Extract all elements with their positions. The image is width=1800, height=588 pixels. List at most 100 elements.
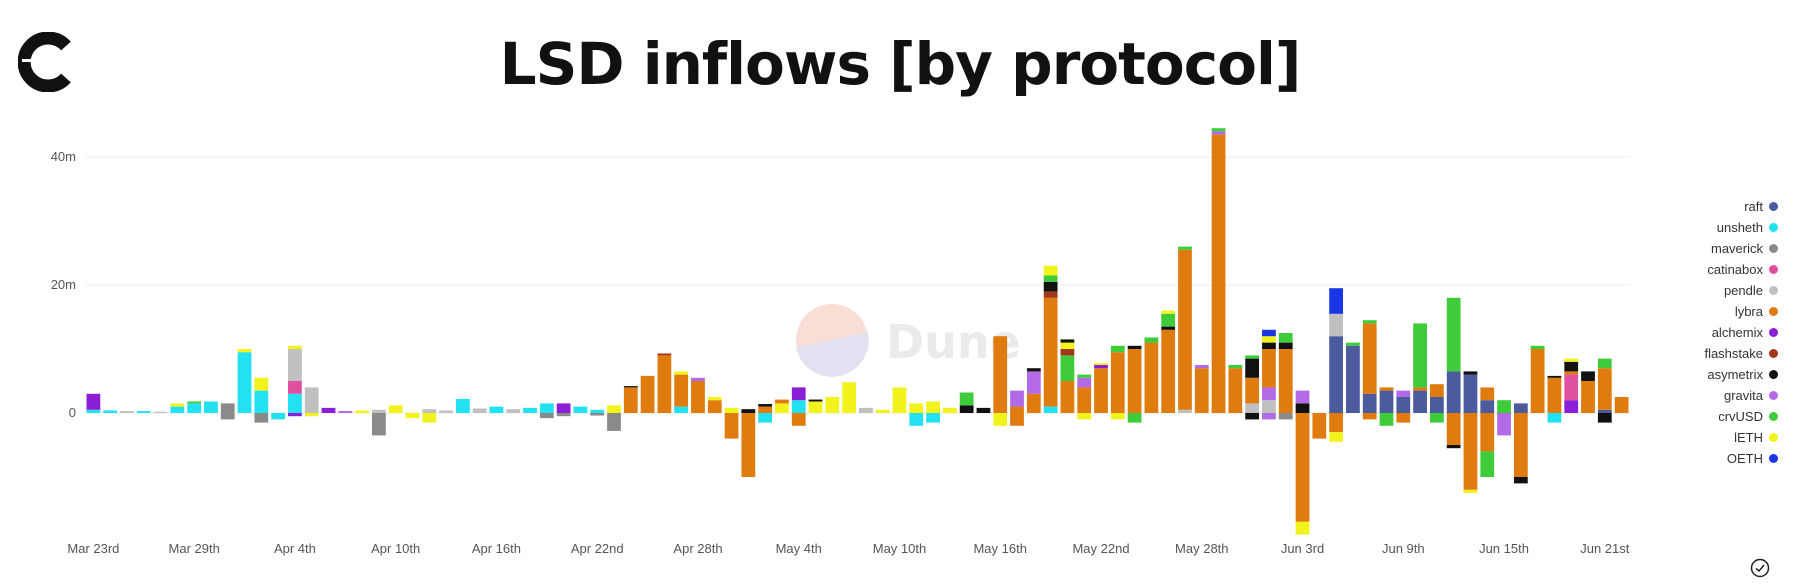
bar-segment-lETH[interactable]: [170, 403, 185, 407]
bar-stack[interactable]: [539, 403, 554, 419]
bar-segment-lETH[interactable]: [707, 397, 722, 401]
bar-segment-lybra[interactable]: [1429, 384, 1444, 397]
bar-segment-maverick[interactable]: [539, 413, 554, 419]
legend-item[interactable]: unsheth: [1578, 217, 1778, 238]
bar-stack[interactable]: [1211, 128, 1226, 413]
bar-segment-crvUSD[interactable]: [959, 392, 974, 406]
bar-stack[interactable]: [1010, 390, 1024, 426]
bar-segment-lETH[interactable]: [808, 401, 823, 413]
bar-segment-unsheth[interactable]: [489, 406, 504, 413]
bar-stack[interactable]: [187, 401, 202, 413]
legend-item[interactable]: crvUSD: [1578, 406, 1778, 427]
bar-stack[interactable]: [1497, 400, 1511, 436]
bar-segment-raft[interactable]: [1480, 400, 1495, 413]
legend-item[interactable]: OETH: [1578, 448, 1778, 469]
bar-stack[interactable]: [86, 393, 101, 413]
bar-segment-lybra[interactable]: [1077, 387, 1092, 413]
bar-segment-lybra[interactable]: [1530, 349, 1545, 413]
bar-segment-asymetrix[interactable]: [758, 404, 773, 407]
bar-segment-lETH[interactable]: [1262, 336, 1276, 343]
bar-segment-gravita[interactable]: [1077, 377, 1092, 388]
bar-stack[interactable]: [590, 409, 605, 416]
bar-segment-lybra[interactable]: [1010, 406, 1024, 413]
bar-segment-lybra[interactable]: [1228, 368, 1243, 413]
bar-segment-maverick[interactable]: [590, 413, 605, 416]
bar-stack[interactable]: [288, 345, 302, 417]
bar-segment-lybra[interactable]: [1194, 368, 1209, 413]
bar-segment-lybra[interactable]: [640, 375, 655, 413]
bar-segment-lybra[interactable]: [623, 387, 638, 413]
bar-segment-pendle[interactable]: [372, 409, 386, 413]
bar-segment-unsheth[interactable]: [254, 390, 269, 413]
bar-segment-alchemix[interactable]: [791, 387, 806, 401]
bar-segment-lETH[interactable]: [892, 387, 907, 413]
bar-segment-maverick[interactable]: [254, 413, 269, 423]
bar-segment-lETH[interactable]: [254, 377, 269, 391]
bar-segment-lybra[interactable]: [1463, 413, 1478, 490]
bar-segment-lETH[interactable]: [1110, 413, 1125, 420]
bar-segment-crvUSD[interactable]: [1060, 355, 1075, 381]
bar-stack[interactable]: [657, 353, 672, 413]
bar-stack[interactable]: [1110, 345, 1125, 420]
bar-segment-lybra[interactable]: [1127, 349, 1142, 413]
bar-segment-lybra[interactable]: [1396, 413, 1411, 423]
bar-segment-unsheth[interactable]: [539, 403, 554, 413]
bar-segment-crvUSD[interactable]: [1077, 374, 1092, 378]
bar-stack[interactable]: [1295, 390, 1310, 535]
bar-stack[interactable]: [1026, 368, 1041, 413]
bar-stack[interactable]: [909, 403, 924, 426]
bar-segment-raft[interactable]: [1446, 371, 1461, 413]
bar-segment-lybra[interactable]: [1614, 397, 1629, 413]
bar-stack[interactable]: [220, 403, 235, 420]
bar-stack[interactable]: [1614, 397, 1629, 413]
bar-segment-crvUSD[interactable]: [187, 401, 202, 404]
bar-segment-unsheth[interactable]: [1547, 413, 1562, 423]
bar-segment-pendle[interactable]: [120, 411, 134, 413]
bar-segment-raft[interactable]: [1597, 409, 1612, 413]
bar-segment-lybra[interactable]: [1026, 393, 1041, 413]
bar-segment-asymetrix[interactable]: [1564, 361, 1579, 372]
bar-segment-lybra[interactable]: [1446, 413, 1461, 445]
bar-stack[interactable]: [707, 397, 722, 413]
bar-stack[interactable]: [422, 409, 437, 423]
bar-segment-asymetrix[interactable]: [741, 409, 756, 413]
bar-segment-alchemix[interactable]: [556, 403, 571, 413]
bar-segment-asymetrix[interactable]: [1043, 281, 1058, 292]
bar-segment-pendle[interactable]: [439, 410, 453, 413]
bar-stack[interactable]: [338, 411, 353, 413]
bar-segment-lETH[interactable]: [237, 349, 252, 353]
bar-segment-asymetrix[interactable]: [976, 407, 991, 413]
bar-segment-unsheth[interactable]: [573, 406, 588, 413]
bar-segment-lybra[interactable]: [1094, 368, 1108, 413]
bar-stack[interactable]: [808, 399, 823, 413]
bar-segment-raft[interactable]: [1329, 336, 1343, 413]
bar-segment-flashstake[interactable]: [657, 353, 672, 356]
bar-stack[interactable]: [791, 387, 806, 426]
bar-segment-asymetrix[interactable]: [1446, 445, 1461, 449]
bar-segment-lybra[interactable]: [657, 355, 672, 413]
bar-stack[interactable]: [1245, 355, 1260, 420]
bar-segment-maverick[interactable]: [220, 403, 235, 413]
bar-segment-pendle[interactable]: [1178, 409, 1192, 413]
bar-segment-lETH[interactable]: [1161, 310, 1176, 314]
legend-item[interactable]: catinabox: [1578, 259, 1778, 280]
bar-segment-lybra[interactable]: [1312, 413, 1327, 439]
bar-stack[interactable]: [304, 387, 319, 417]
bar-segment-unsheth[interactable]: [758, 413, 773, 423]
bar-segment-unsheth[interactable]: [590, 409, 605, 413]
bar-segment-lETH[interactable]: [1094, 363, 1108, 365]
bar-segment-crvUSD[interactable]: [1178, 246, 1192, 250]
bar-segment-maverick[interactable]: [1278, 413, 1293, 420]
bar-stack[interactable]: [1396, 390, 1411, 423]
bar-segment-lETH[interactable]: [355, 410, 369, 413]
bar-segment-crvUSD[interactable]: [1530, 345, 1545, 349]
bar-segment-lybra[interactable]: [674, 374, 689, 407]
bar-stack[interactable]: [1161, 310, 1176, 413]
bar-stack[interactable]: [556, 403, 571, 417]
check-circle-icon[interactable]: [1750, 558, 1770, 578]
bar-segment-lETH[interactable]: [875, 409, 890, 413]
bar-stack[interactable]: [1413, 323, 1427, 413]
bar-segment-crvUSD[interactable]: [1497, 400, 1511, 413]
bar-stack[interactable]: [775, 399, 789, 413]
bar-segment-lETH[interactable]: [1077, 413, 1092, 420]
